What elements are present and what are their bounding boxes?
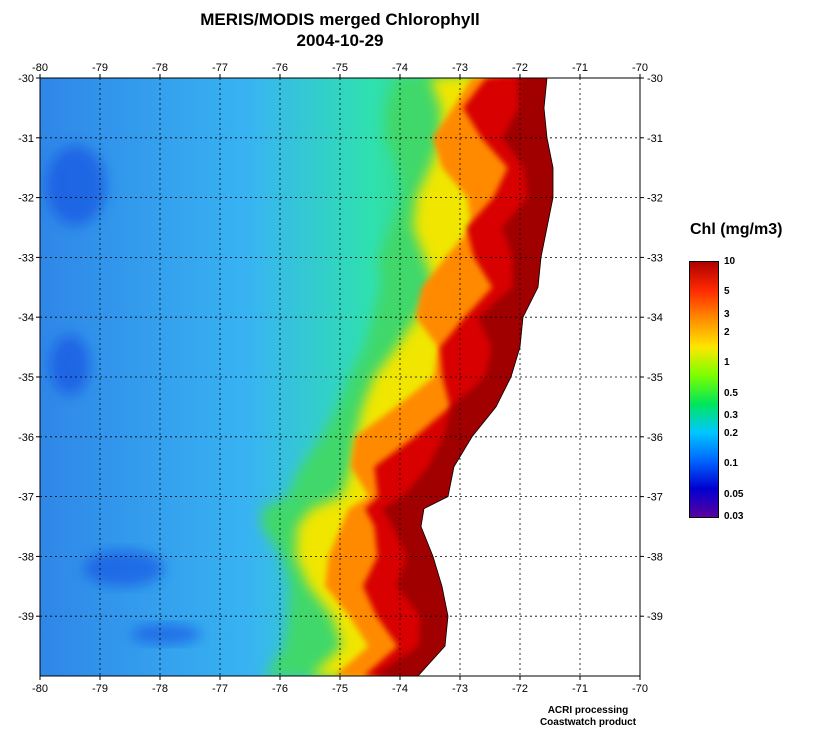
lon-label-bottom: -72 [512,683,528,695]
lon-label-top: -77 [212,62,228,74]
lat-label-right: -39 [647,611,663,623]
lat-label-left: -30 [18,73,34,85]
lat-label-left: -32 [18,193,34,205]
lon-label-top: -79 [92,62,108,74]
lat-label-right: -34 [647,312,663,324]
low-chl-patch [131,624,201,645]
lat-label-left: -34 [18,312,34,324]
map-date: 2004-10-29 [296,31,384,50]
low-chl-patch [50,335,90,396]
colorbar-label: 0.2 [724,427,738,439]
lon-label-bottom: -70 [632,683,648,695]
axis-ticks: -80 -80 -79 -79 -78 -78 -77 -77 -76 -76 -75 -75 -74 -… [18,62,663,695]
colorbar-label: 0.5 [724,387,738,399]
lon-label-bottom: -76 [272,683,288,695]
lon-label-top: -76 [272,62,288,74]
low-chl-patch [46,145,106,226]
lat-label-right: -32 [647,193,663,205]
lon-label-top: -75 [332,62,348,74]
colorbar-label: 0.3 [724,409,738,421]
colorbar-label: 0.05 [724,488,744,500]
lon-label-top: -78 [152,62,168,74]
low-chl-patch [84,550,164,587]
lat-label-right: -31 [647,133,663,145]
colorbar-label: 0.03 [724,511,744,522]
lat-label-right: -38 [647,551,663,563]
lon-label-bottom: -77 [212,683,228,695]
lat-label-left: -35 [18,372,34,384]
lon-label-top: -80 [32,62,48,74]
lat-label-left: -38 [18,551,34,563]
lat-label-left: -33 [18,252,34,264]
lat-label-left: -36 [18,432,34,444]
lon-label-bottom: -75 [332,683,348,695]
colorbar-label: 3 [724,308,730,320]
legend-title: Chl (mg/m3) [690,221,783,238]
graticule [40,78,640,676]
lat-label-left: -31 [18,133,34,145]
lon-label-top: -73 [452,62,468,74]
lat-label-right: -37 [647,492,663,504]
colorbar-label: 1 [724,357,730,369]
lon-label-bottom: -78 [152,683,168,695]
lon-label-bottom: -74 [392,683,408,695]
colorbar-label: 0.1 [724,458,738,470]
lon-label-bottom: -73 [452,683,468,695]
map-title: MERIS/MODIS merged Chlorophyll [200,10,480,29]
lon-label-bottom: -71 [572,683,588,695]
credit-product: Coastwatch product [539,717,637,728]
colorbar-label: 2 [724,326,730,338]
colorbar [689,261,719,518]
lat-label-left: -37 [18,492,34,504]
lon-label-top: -72 [512,62,528,74]
lon-label-bottom: -80 [32,683,48,695]
lat-label-right: -33 [647,252,663,264]
lon-label-top: -74 [392,62,408,74]
lat-label-right: -35 [647,372,663,384]
lat-label-right: -30 [647,73,663,85]
colorbar-label: 5 [724,286,730,298]
lon-label-bottom: -79 [92,683,108,695]
lat-label-right: -36 [647,432,663,444]
lat-label-left: -39 [18,611,34,623]
colorbar-label: 10 [724,256,736,267]
credit-processing: ACRI processing [547,705,629,716]
lon-label-top: -71 [572,62,588,74]
lon-label-top: -70 [632,62,648,74]
